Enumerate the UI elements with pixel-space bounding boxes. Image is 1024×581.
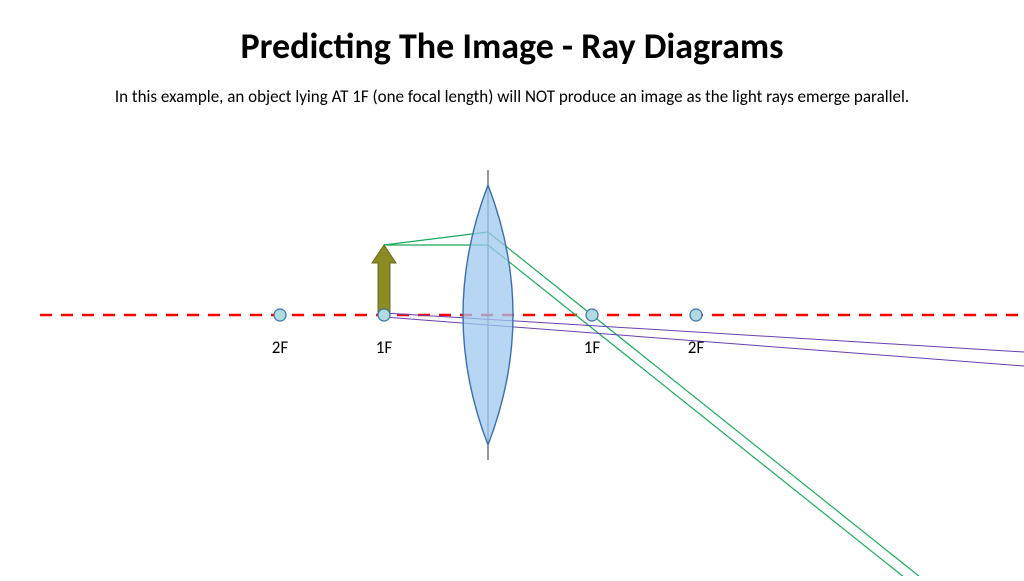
- focal-point-dot: [586, 309, 598, 321]
- page-title: Predicting The Image - Ray Diagrams: [0, 0, 1024, 68]
- focal-point-dot: [378, 309, 390, 321]
- focal-point-dot: [274, 309, 286, 321]
- ray-diagram: 2F 1F 1F 2F: [0, 140, 1024, 576]
- convex-lens: [463, 185, 513, 445]
- focal-label: 2F: [272, 337, 288, 358]
- object-arrow: [372, 245, 396, 315]
- focal-label: 1F: [376, 337, 392, 358]
- subtitle-text: In this example, an object lying AT 1F (…: [0, 68, 1024, 107]
- focal-point-dot: [690, 309, 702, 321]
- green-ray-top-out: [488, 232, 1024, 576]
- focal-label: 2F: [688, 337, 704, 358]
- green-ray-bot-out: [488, 245, 1024, 576]
- focal-label: 1F: [584, 337, 600, 358]
- diagram-svg: [0, 140, 1024, 576]
